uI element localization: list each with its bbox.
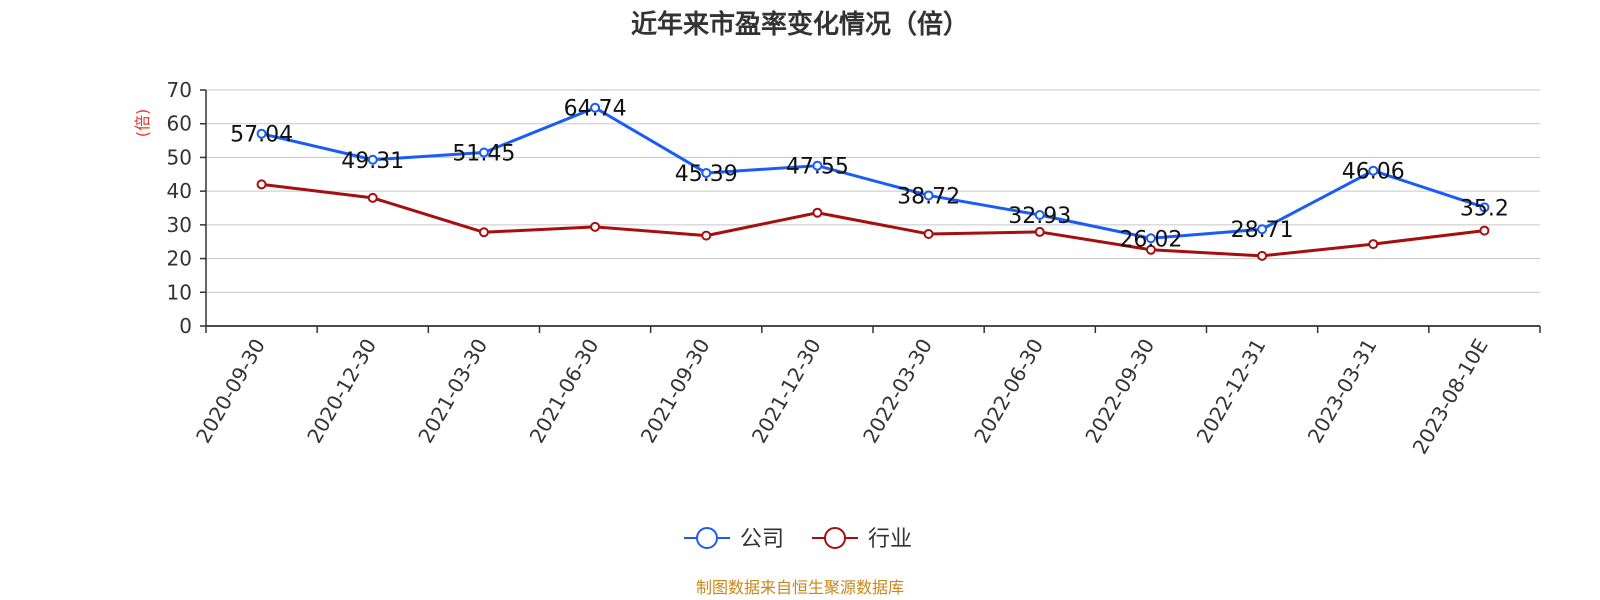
- data-point[interactable]: [812, 160, 823, 171]
- data-point[interactable]: [1145, 233, 1156, 244]
- data-point[interactable]: [1257, 224, 1268, 235]
- y-tick-label: 60: [167, 112, 192, 136]
- data-point[interactable]: [1145, 244, 1156, 255]
- data-label: 57.04: [230, 123, 293, 148]
- x-tick-label: 2020-09-30: [191, 335, 270, 448]
- data-label: 38.72: [897, 184, 960, 209]
- data-point[interactable]: [590, 102, 601, 113]
- x-tick-label: 2020-12-30: [302, 335, 381, 448]
- x-tick-label: 2022-09-30: [1080, 335, 1159, 448]
- legend-industry-marker: [824, 527, 846, 549]
- y-tick-label: 70: [167, 78, 192, 102]
- chart-title: 近年来市盈率变化情况（倍）: [631, 9, 969, 40]
- data-label: 28.71: [1231, 218, 1294, 243]
- data-point[interactable]: [1257, 250, 1268, 261]
- data-point[interactable]: [478, 227, 489, 238]
- y-tick-label: 20: [167, 247, 192, 271]
- x-tick-label: 2022-12-31: [1192, 335, 1271, 448]
- legend-item-industry[interactable]: 行业: [812, 527, 912, 552]
- y-tick-label: 50: [167, 145, 192, 169]
- x-tick-label: 2022-06-30: [969, 335, 1048, 448]
- data-point[interactable]: [701, 167, 712, 178]
- data-point[interactable]: [256, 179, 267, 190]
- data-point[interactable]: [701, 230, 712, 241]
- data-point[interactable]: [923, 190, 934, 201]
- data-label: 47.55: [786, 155, 849, 180]
- series-line: [261, 106, 1485, 240]
- data-label: 26.02: [1119, 227, 1182, 252]
- data-point[interactable]: [1034, 209, 1045, 220]
- data-label: 35.2: [1460, 196, 1509, 221]
- data-point[interactable]: [1034, 226, 1045, 237]
- data-label: 32.93: [1008, 204, 1071, 229]
- x-tick-label: 2023-08-10E: [1408, 335, 1493, 459]
- data-point[interactable]: [1368, 165, 1379, 176]
- series-line: [261, 182, 1485, 258]
- series-group: [256, 102, 1490, 261]
- data-label: 49.31: [341, 149, 404, 174]
- data-point[interactable]: [367, 154, 378, 165]
- data-labels: 57.04 49.31 51.45 64.74 45.39 47.55 38.72 32.93…: [230, 97, 1509, 253]
- data-point[interactable]: [367, 192, 378, 203]
- data-source-note: 制图数据来自恒生聚源数据库: [696, 578, 904, 597]
- data-label: 46.06: [1342, 160, 1405, 185]
- data-point[interactable]: [590, 221, 601, 232]
- legend-industry-label: 行业: [868, 527, 912, 552]
- y-tick-label: 40: [167, 179, 192, 203]
- legend: 公司 行业: [684, 527, 912, 552]
- data-point[interactable]: [923, 228, 934, 239]
- y-axis-label: (倍): [133, 109, 152, 138]
- x-axis: 2020-09-30 2020-12-30 2021-03-30 2021-06-30…: [191, 325, 1541, 459]
- x-tick-label: 2021-12-30: [747, 335, 826, 448]
- legend-item-company[interactable]: 公司: [684, 527, 784, 552]
- data-point[interactable]: [1479, 202, 1490, 213]
- legend-company-label: 公司: [740, 527, 784, 552]
- data-point[interactable]: [1368, 239, 1379, 250]
- data-point[interactable]: [812, 207, 823, 218]
- data-label: 64.74: [564, 97, 627, 122]
- y-axis-ticks: 0 10 20 30 40 50 60 70: [167, 78, 207, 338]
- data-point[interactable]: [478, 147, 489, 158]
- data-point[interactable]: [256, 128, 267, 139]
- y-tick-label: 0: [179, 314, 192, 338]
- x-tick-label: 2021-06-30: [525, 335, 604, 448]
- data-point[interactable]: [1479, 225, 1490, 236]
- x-tick-label: 2021-09-30: [636, 335, 715, 448]
- data-label: 51.45: [452, 142, 515, 167]
- x-tick-label: 2022-03-30: [858, 334, 937, 447]
- x-tick-label: 2023-03-31: [1303, 335, 1382, 448]
- x-tick-label: 2021-03-30: [413, 334, 492, 447]
- y-tick-label: 10: [167, 280, 192, 304]
- legend-company-marker: [696, 527, 718, 549]
- data-label: 45.39: [675, 162, 738, 187]
- y-tick-label: 30: [167, 213, 192, 237]
